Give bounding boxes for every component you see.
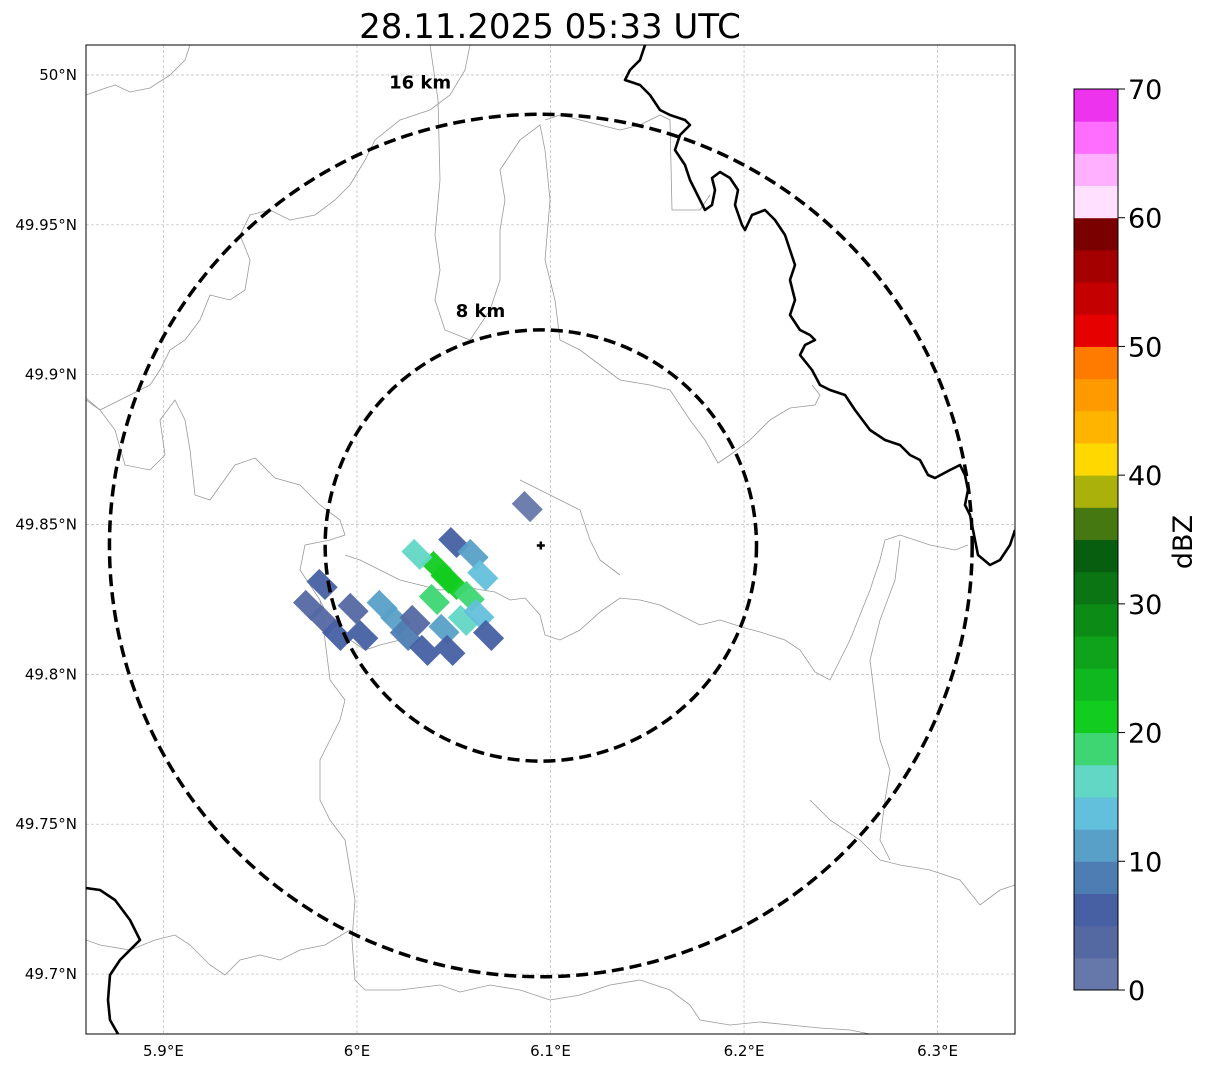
range-rings (107, 112, 974, 979)
colorbar-segment (1074, 314, 1118, 347)
colorbar-tick-label: 70 (1128, 75, 1162, 106)
echo-cell (428, 613, 460, 645)
y-tick-label: 50°N (39, 66, 77, 84)
colorbar-segment (1074, 410, 1118, 444)
map-frame (85, 44, 1016, 1035)
y-axis-ticks: 49.7°N 49.75°N 49.8°N 49.85°N 49.9°N 49.95°N 5… (15, 66, 77, 983)
colorbar-frame (1073, 88, 1119, 991)
colorbar-segment (1074, 185, 1118, 219)
colorbar-segment (1074, 539, 1118, 573)
range-ring-label: 16 km (389, 72, 451, 93)
echo-cell (430, 562, 462, 595)
colorbar-segment (1074, 378, 1118, 412)
range-ring-label: 8 km (456, 301, 506, 322)
map-panel (86, 45, 1015, 1034)
colorbar-segment (1074, 571, 1118, 605)
country-border (623, 45, 1015, 567)
boundary-line (519, 479, 621, 576)
colorbar-segment (1074, 861, 1118, 894)
colorbar-segment (1074, 249, 1118, 283)
y-tick-label: 49.8°N (25, 665, 77, 683)
boundary-line (429, 45, 821, 464)
echo-cell (337, 592, 369, 624)
x-tick-label: 5.9°E (143, 1042, 184, 1060)
echo-cell (322, 619, 354, 651)
echo-cell (389, 619, 421, 651)
y-tick-label: 49.95°N (15, 216, 77, 234)
colorbar-segment (1074, 217, 1118, 251)
x-axis-ticks: 5.9°E 6°E 6.1°E 6.2°E 6.3°E (143, 1042, 958, 1060)
colorbar-tick-label: 20 (1128, 719, 1162, 750)
range-ring (323, 328, 759, 763)
colorbar-tick-label: 50 (1128, 332, 1162, 363)
echo-cell (511, 490, 543, 523)
country-border (86, 886, 142, 1034)
x-tick-label: 6.3°E (917, 1042, 958, 1060)
y-tick-label: 49.9°N (25, 366, 77, 384)
boundary-line (86, 397, 421, 651)
colorbar-segment (1074, 153, 1118, 187)
boundary-line (869, 539, 901, 861)
x-tick-label: 6.2°E (724, 1042, 765, 1060)
colorbar-segment (1074, 603, 1118, 637)
x-tick-label: 6°E (344, 1042, 371, 1060)
echo-cell (434, 634, 466, 666)
colorbar-tick-label: 10 (1128, 847, 1162, 878)
colorbar-segment (1074, 282, 1118, 315)
echo-cell (401, 538, 433, 571)
colorbar-segment (1074, 668, 1118, 701)
colorbar-tick-label: 60 (1128, 204, 1162, 235)
boundary-line (86, 929, 351, 976)
colorbar-label: dBZ (1168, 515, 1199, 569)
y-tick-label: 49.75°N (15, 815, 77, 833)
chart-title: 28.11.2025 05:33 UTC (359, 7, 741, 47)
colorbar-segment (1074, 732, 1118, 766)
colorbar-tick-label: 0 (1128, 976, 1145, 1007)
colorbar-segment (1074, 796, 1118, 830)
colorbar-segment (1074, 636, 1118, 669)
boundary-line (86, 45, 471, 411)
range-ring (107, 112, 974, 979)
colorbar-segment (1074, 89, 1118, 122)
colorbar-segment (1074, 442, 1118, 476)
echo-cell (409, 634, 441, 666)
colorbar-segment (1074, 700, 1118, 734)
y-tick-label: 49.7°N (25, 965, 77, 983)
echo-cell (467, 559, 499, 592)
x-tick-label: 6.1°E (530, 1042, 571, 1060)
radar-site-marker (536, 541, 545, 550)
colorbar-segment (1074, 829, 1118, 862)
boundary-line (809, 799, 1015, 906)
colorbar-segment (1074, 121, 1118, 154)
boundary-line (319, 599, 871, 1034)
boundary-line (86, 45, 191, 96)
echo-cell (399, 604, 431, 636)
country-borders (86, 45, 1015, 1034)
colorbar-segment (1074, 925, 1118, 959)
colorbar-tick-label: 30 (1128, 590, 1162, 621)
colorbar-segment (1074, 507, 1118, 540)
colorbar: 0 10 20 30 40 50 60 70 dBZ (1073, 75, 1199, 1007)
colorbar-segment (1074, 346, 1118, 380)
colorbar-segment (1074, 893, 1118, 927)
colorbar-segment (1074, 764, 1118, 798)
colorbar-segment (1074, 957, 1118, 991)
echo-cell (347, 619, 379, 651)
y-tick-label: 49.85°N (15, 516, 77, 534)
echo-cell (473, 619, 505, 651)
colorbar-segment (1074, 475, 1118, 508)
colorbar-tick-label: 40 (1128, 461, 1162, 492)
echo-cell (418, 583, 450, 615)
echo-cell (447, 604, 479, 636)
range-ring-labels: 8 km 16 km (389, 72, 505, 322)
